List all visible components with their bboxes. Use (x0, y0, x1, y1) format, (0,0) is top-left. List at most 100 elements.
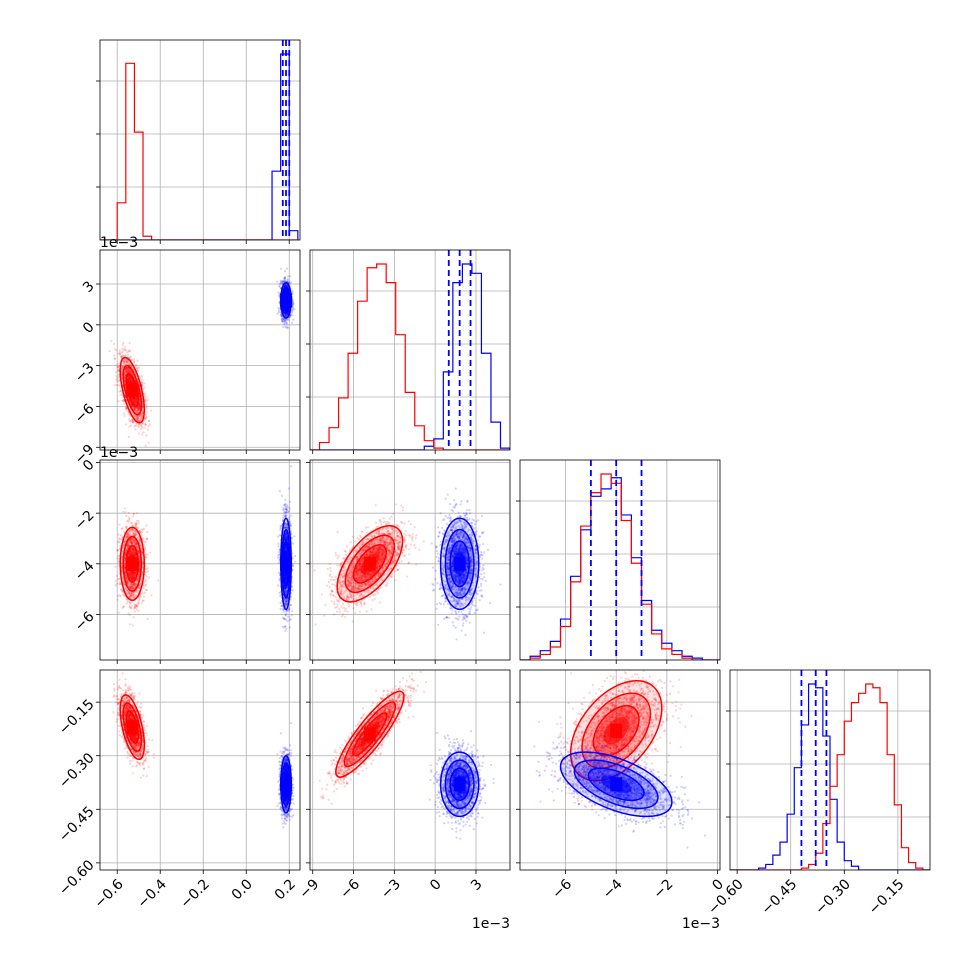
sample-point (131, 588, 134, 591)
sample-point (136, 580, 139, 583)
sample-point (126, 368, 129, 371)
sample-point (127, 369, 130, 372)
sample-point (117, 373, 120, 376)
sample-point (134, 533, 137, 536)
sample-point (120, 367, 123, 370)
histogram-group (730, 670, 930, 870)
sample-point (131, 576, 134, 579)
sample-point (134, 551, 137, 554)
sample-point (130, 379, 133, 382)
sample-point (128, 356, 131, 359)
sample-point (133, 358, 136, 361)
sample-point (144, 423, 147, 426)
sample-point (119, 352, 122, 356)
sample-point (147, 441, 150, 444)
sample-point (122, 545, 125, 548)
sample-point (133, 522, 136, 525)
sample-point (126, 353, 130, 356)
sample-point (131, 583, 134, 586)
sample-point (115, 363, 118, 366)
sample-point (141, 551, 144, 555)
sample-point (141, 406, 144, 409)
sample-point (125, 589, 129, 592)
sample-point (133, 576, 136, 579)
sample-point (138, 552, 141, 555)
sample-point (126, 547, 129, 550)
sample-point (123, 557, 126, 560)
sample-point (133, 551, 136, 554)
sample-point (138, 404, 141, 407)
sample-point (133, 603, 136, 606)
sample-point (141, 422, 144, 425)
sample-point (130, 522, 133, 525)
sample-point (127, 370, 130, 373)
sample-point (121, 577, 124, 580)
sample-point (131, 550, 134, 553)
sample-point (122, 341, 125, 345)
sample-point (285, 323, 288, 326)
sample-point (126, 378, 130, 381)
sample-point (278, 285, 281, 288)
sample-point (143, 581, 146, 584)
sample-point (130, 403, 133, 407)
sample-point (126, 371, 129, 374)
sample-point (147, 425, 150, 428)
sample-point (125, 526, 128, 530)
sample-point (127, 544, 130, 547)
sample-point (115, 371, 118, 374)
sample-point (143, 392, 146, 395)
sample-point (131, 578, 134, 581)
sample-point (132, 399, 135, 402)
sample-point (144, 418, 147, 421)
sample-point (285, 319, 288, 322)
sample-point (130, 607, 133, 610)
sample-point (132, 573, 135, 576)
sample-point (129, 379, 132, 382)
sample-point (138, 557, 141, 560)
sample-point (126, 535, 129, 538)
sample-point (135, 417, 138, 420)
sample-point (284, 289, 287, 292)
sample-point (120, 368, 123, 371)
sample-point (116, 548, 119, 552)
sample-point (138, 566, 141, 570)
sample-point (146, 428, 150, 431)
sample-point (132, 533, 135, 536)
sample-point (145, 416, 148, 419)
histogram-series-a (100, 62, 298, 240)
histogram-series-a (310, 263, 510, 450)
sample-point (133, 399, 136, 402)
sample-point (135, 608, 138, 611)
sample-point (284, 314, 287, 317)
sample-point (134, 543, 137, 546)
sample-point (130, 551, 134, 555)
sample-point (123, 564, 126, 567)
sample-point (122, 579, 125, 582)
sample-point (126, 533, 129, 536)
sample-point (136, 409, 139, 412)
sample-point (284, 287, 287, 290)
sample-point (136, 425, 139, 428)
sample-point (128, 539, 131, 542)
sample-point (136, 359, 139, 362)
sample-point (128, 613, 131, 617)
sample-point (136, 417, 139, 420)
sample-point (137, 416, 140, 419)
sample-point (135, 522, 138, 525)
sample-point (134, 424, 137, 427)
sample-point (130, 576, 134, 579)
sample-point (282, 320, 285, 323)
sample-point (129, 539, 132, 542)
sample-point (134, 402, 137, 405)
sample-point (288, 516, 291, 519)
density-group (108, 267, 296, 447)
sample-point (128, 534, 131, 537)
sample-point (133, 574, 136, 578)
sample-point (127, 435, 130, 439)
sample-point (127, 376, 130, 379)
sample-point (127, 377, 130, 380)
sample-point (127, 541, 130, 544)
sample-point (127, 612, 130, 615)
sample-point (123, 541, 126, 544)
